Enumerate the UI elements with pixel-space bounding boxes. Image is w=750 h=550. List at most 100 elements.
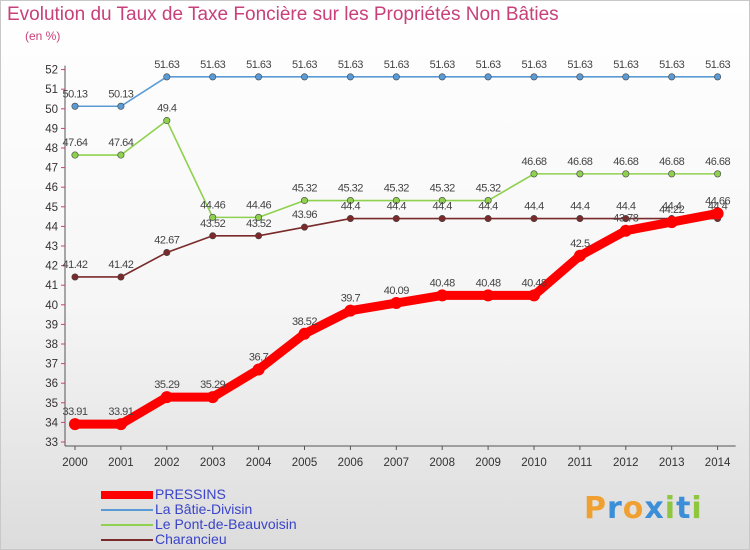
y-tick-label: 34 — [45, 417, 58, 429]
data-point — [484, 197, 492, 205]
data-point — [71, 151, 79, 159]
data-point — [255, 232, 263, 240]
data-label: 51.63 — [154, 59, 179, 71]
x-tick-label: 2003 — [200, 457, 226, 469]
legend-label: PRESSINS — [155, 486, 226, 502]
data-point — [619, 224, 632, 237]
y-tick-label: 41 — [45, 280, 58, 292]
y-tick-label: 37 — [45, 359, 58, 371]
logo-letter: i — [691, 491, 703, 526]
data-point — [392, 73, 400, 81]
y-tick-label: 52 — [45, 65, 58, 77]
data-label: 44.46 — [246, 199, 271, 211]
chart-title: Evolution du Taux de Taxe Foncière sur l… — [7, 4, 559, 25]
data-point — [482, 289, 495, 302]
data-label: 44.4 — [570, 201, 590, 213]
legend-label: La Bâtie-Divisin — [155, 501, 253, 517]
data-label: 45.32 — [338, 183, 363, 195]
data-point — [714, 73, 722, 81]
data-label: 50.13 — [108, 88, 133, 100]
data-label: 51.63 — [521, 59, 546, 71]
y-tick-label: 49 — [45, 123, 58, 135]
data-point — [209, 73, 217, 81]
data-point — [163, 248, 171, 256]
x-tick-label: 2007 — [384, 457, 410, 469]
data-label: 45.32 — [430, 183, 455, 195]
data-point — [530, 215, 538, 223]
logo-letter: o — [622, 491, 645, 526]
data-label: 44.4 — [387, 201, 407, 213]
y-tick-label: 35 — [45, 398, 58, 410]
x-tick-label: 2006 — [338, 457, 364, 469]
data-point — [252, 363, 265, 376]
data-label: 49.4 — [157, 103, 177, 115]
y-tick-label: 48 — [45, 143, 58, 155]
data-label: 39.7 — [341, 293, 361, 305]
data-point — [484, 73, 492, 81]
data-label: 40.09 — [384, 285, 409, 297]
x-tick-label: 2000 — [62, 457, 88, 469]
data-label: 44.46 — [200, 199, 225, 211]
data-point — [622, 170, 630, 178]
data-label: 36.7 — [249, 351, 269, 363]
data-label: 44.4 — [478, 201, 498, 213]
data-label: 44.4 — [432, 201, 452, 213]
y-tick-label: 46 — [45, 182, 58, 194]
data-point — [576, 215, 584, 223]
data-label: 51.63 — [246, 59, 271, 71]
data-label: 47.64 — [62, 137, 87, 149]
data-point — [69, 418, 81, 431]
data-point — [622, 73, 630, 81]
y-tick-label: 50 — [45, 104, 58, 116]
logo-letter: r — [607, 491, 623, 526]
data-label: 45.32 — [292, 183, 317, 195]
data-point — [438, 197, 446, 205]
y-tick-label: 38 — [45, 339, 58, 351]
data-point — [436, 289, 449, 302]
data-label: 41.42 — [62, 259, 87, 271]
y-tick-label: 43 — [45, 241, 58, 253]
data-label: 35.29 — [200, 379, 225, 391]
data-label: 42.5 — [570, 238, 590, 250]
x-tick-label: 2008 — [429, 457, 455, 469]
x-tick-label: 2001 — [108, 457, 134, 469]
data-label: 51.63 — [613, 59, 638, 71]
y-tick-label: 33 — [45, 437, 58, 449]
x-tick-label: 2013 — [659, 457, 685, 469]
data-label: 46.68 — [613, 156, 638, 168]
data-label: 40.48 — [476, 277, 501, 289]
data-point — [576, 170, 584, 178]
data-point — [300, 223, 308, 231]
data-label: 50.13 — [62, 88, 87, 100]
x-tick-label: 2009 — [475, 457, 501, 469]
x-tick-label: 2011 — [568, 457, 593, 469]
legend-swatch — [101, 524, 153, 526]
data-point — [163, 73, 171, 81]
data-point — [71, 102, 79, 110]
data-label: 51.63 — [200, 59, 225, 71]
data-point — [438, 73, 446, 81]
data-point — [255, 213, 263, 221]
data-label: 51.63 — [476, 59, 501, 71]
data-point — [528, 289, 540, 302]
data-point — [71, 273, 79, 281]
data-label: 44.4 — [708, 201, 728, 213]
data-point — [711, 207, 724, 220]
data-label: 46.68 — [659, 156, 684, 168]
x-tick-label: 2012 — [613, 457, 639, 469]
data-point — [668, 73, 676, 81]
legend-label: Charancieu — [155, 531, 227, 547]
data-point — [665, 216, 678, 229]
data-point — [346, 73, 354, 81]
data-point — [209, 232, 217, 240]
data-point — [117, 102, 125, 110]
legend-label: Le Pont-de-Beauvoisin — [155, 516, 297, 532]
data-point — [390, 297, 403, 310]
data-point — [576, 73, 584, 81]
data-label: 51.63 — [338, 59, 363, 71]
x-tick-label: 2002 — [154, 457, 180, 469]
legend-swatch — [101, 509, 153, 511]
data-point — [163, 117, 171, 125]
